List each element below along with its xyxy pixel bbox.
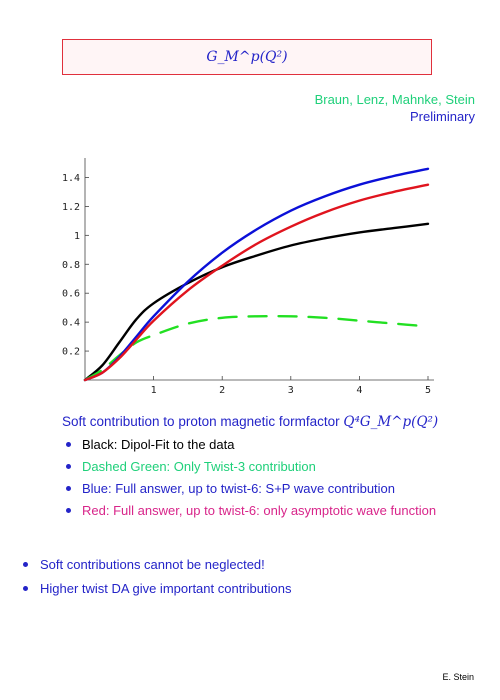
y-tick-label: 0.8 (62, 260, 80, 271)
conclusion-text: Higher twist DA give important contribut… (40, 581, 292, 596)
footer-author: E. Stein (442, 672, 474, 682)
series-line-blue (83, 167, 430, 382)
caption-math: Q⁴G_M^p(Q²) (343, 414, 439, 430)
y-tick-label: 1 (74, 231, 80, 242)
status-label: Preliminary (409, 109, 475, 124)
slide-title: G_M^p(Q²) (206, 49, 288, 65)
chart-axes: 1 2 3 4 5 0.2 0.4 0.6 0.8 1 1.2 1.4 (62, 158, 434, 396)
legend-text-green: Dashed Green: Only Twist-3 contribution (82, 459, 316, 474)
series-line-green-dashed (83, 314, 430, 382)
legend-text-red: Red: Full answer, up to twist-6: only as… (82, 503, 437, 518)
conclusion-item: Higher twist DA give important contribut… (20, 580, 291, 597)
x-tick-label: 1 (151, 385, 157, 396)
legend-item-green: Dashed Green: Only Twist-3 contribution (62, 458, 472, 475)
chart-caption: Soft contribution to proton magnetic for… (62, 414, 438, 430)
x-tick-label: 5 (425, 385, 431, 396)
formfactor-chart: 1 2 3 4 5 0.2 0.4 0.6 0.8 1 1.2 1.4 (62, 158, 434, 396)
y-tick-label: 1.4 (62, 173, 80, 184)
series-line-black (83, 222, 430, 382)
legend-text-blue: Blue: Full answer, up to twist-6: S+P wa… (82, 481, 396, 496)
title-box: G_M^p(Q²) (62, 39, 432, 75)
conclusion-text: Soft contributions cannot be neglected! (40, 557, 265, 572)
x-tick-label: 2 (219, 385, 225, 396)
y-tick-label: 0.2 (62, 347, 80, 358)
conclusion-list: Soft contributions cannot be neglected! … (20, 556, 291, 604)
conclusion-item: Soft contributions cannot be neglected! (20, 556, 291, 573)
author-names: Braun, Lenz, Mahnke, Stein (314, 92, 475, 107)
legend-text-black: Black: Dipol-Fit to the data (82, 437, 235, 452)
y-tick-label: 0.4 (62, 318, 80, 329)
x-tick-label: 4 (356, 385, 362, 396)
chart-lines (83, 167, 430, 382)
legend-item-black: Black: Dipol-Fit to the data (62, 436, 472, 453)
series-line-red (83, 183, 430, 382)
legend-item-blue: Blue: Full answer, up to twist-6: S+P wa… (62, 480, 472, 497)
x-tick-label: 3 (288, 385, 294, 396)
authors-block: Braun, Lenz, Mahnke, Stein Preliminary (315, 91, 475, 125)
caption-text: Soft contribution to proton magnetic for… (62, 414, 344, 429)
legend-list: Black: Dipol-Fit to the data Dashed Gree… (62, 436, 472, 524)
y-tick-label: 0.6 (62, 289, 80, 300)
legend-item-red: Red: Full answer, up to twist-6: only as… (62, 502, 472, 519)
y-tick-label: 1.2 (62, 202, 80, 213)
